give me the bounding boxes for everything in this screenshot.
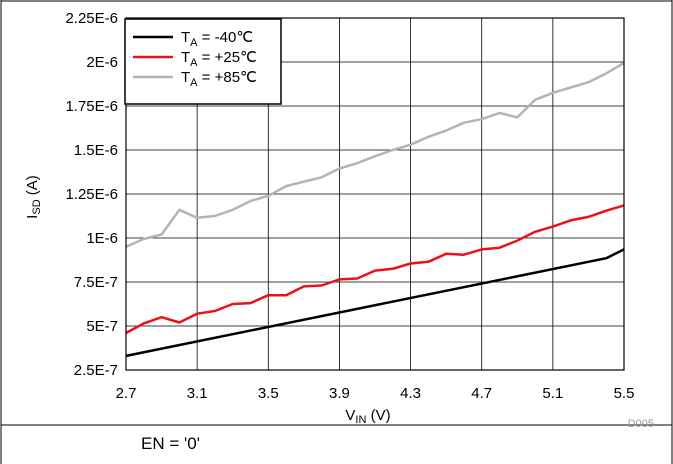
y-tick-label: 2E-6: [86, 54, 118, 71]
x-tick-label: 3.1: [187, 385, 208, 402]
y-tick-label: 5E-7: [86, 318, 118, 335]
y-tick-label: 1.75E-6: [65, 98, 118, 115]
chart-caption: EN = '0': [141, 434, 200, 453]
x-tick-labels: 2.7 3.1 3.5 3.9 4.3 4.7 5.1 5.5: [116, 385, 635, 402]
y-tick-label: 1.25E-6: [65, 186, 118, 203]
y-tick-label: 7.5E-7: [74, 274, 118, 291]
plot-area-border: [125, 17, 625, 371]
legend-box: [124, 18, 282, 105]
y-tick-labels: 2.5E-7 5E-7 7.5E-7 1E-6 1.25E-6 1.5E-6 1.75E-6…: [65, 10, 118, 379]
y-axis-label: ISD (A): [24, 175, 43, 219]
x-axis-label: VIN (V): [345, 407, 390, 426]
x-tick-label: 4.3: [400, 385, 421, 402]
series-line-2: [125, 61, 625, 248]
series-layer: [125, 61, 625, 358]
legend-label-1: TA = +25℃: [181, 49, 257, 69]
x-tick-label: 5.5: [614, 385, 635, 402]
legend-label-2: TA = +85℃: [181, 69, 257, 89]
legend: TA = -40℃TA = +25℃TA = +85℃: [124, 18, 282, 105]
y-tick-label: 1E-6: [86, 230, 118, 247]
figure-id: D005: [628, 418, 654, 430]
series-line-1: [125, 204, 625, 335]
x-tick-label: 3.9: [329, 385, 350, 402]
series-line-0: [125, 248, 625, 358]
x-tick-label: 5.1: [542, 385, 563, 402]
x-tick-label: 3.5: [258, 385, 279, 402]
x-tick-label: 2.7: [116, 385, 137, 402]
y-tick-label: 1.5E-6: [74, 142, 118, 159]
x-tick-label: 4.7: [471, 385, 492, 402]
y-tick-label: 2.5E-7: [74, 362, 118, 379]
legend-label-0: TA = -40℃: [181, 29, 253, 49]
y-tick-label: 2.25E-6: [65, 10, 118, 27]
